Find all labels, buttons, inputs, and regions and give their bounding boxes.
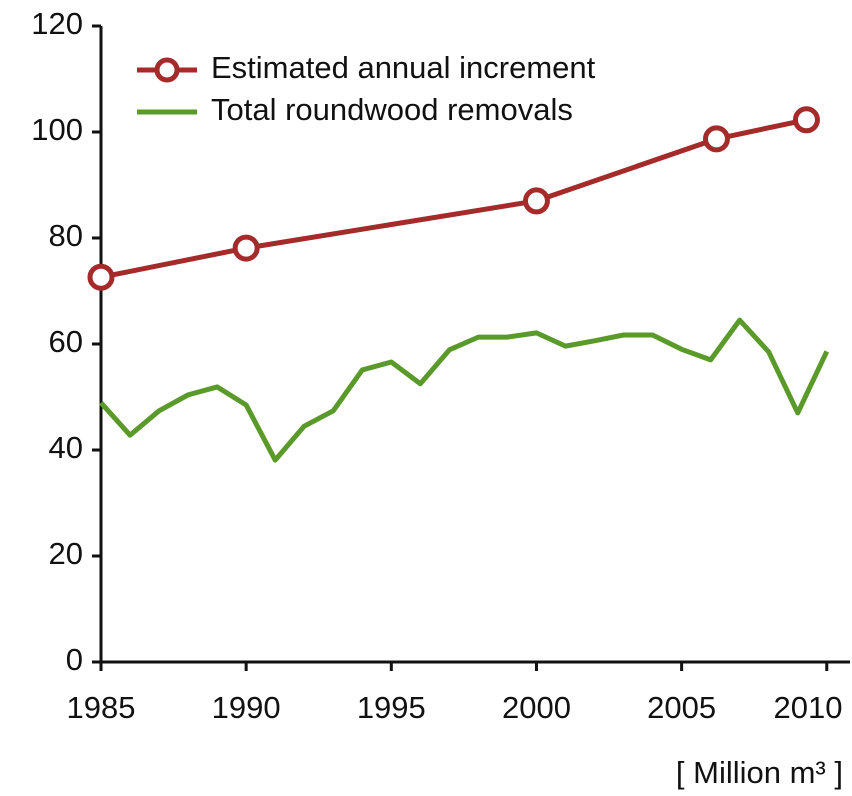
y-tick-label: 60 xyxy=(49,324,83,359)
x-tick-label: 2000 xyxy=(502,690,571,725)
marker xyxy=(522,187,550,215)
marker xyxy=(87,263,115,291)
x-tick-label: 2010 xyxy=(774,690,843,725)
marker xyxy=(792,106,820,134)
x-tick-label: 1990 xyxy=(212,690,281,725)
x-tick-label: 2005 xyxy=(647,690,716,725)
x-tick-label: 1985 xyxy=(67,690,136,725)
y-tick-label: 40 xyxy=(49,430,83,465)
x-tick-label: 1995 xyxy=(357,690,426,725)
legend-marker xyxy=(154,57,180,83)
y-tick-label: 20 xyxy=(49,536,83,571)
y-tick-label: 0 xyxy=(66,642,83,677)
legend-label: Estimated annual increment xyxy=(211,50,596,85)
marker xyxy=(702,125,730,153)
y-tick-label: 80 xyxy=(49,218,83,253)
line xyxy=(99,317,830,463)
y-tick-label: 100 xyxy=(31,112,83,147)
marker xyxy=(232,234,260,262)
unit-label: [ Million m³ ] xyxy=(676,755,843,790)
line xyxy=(100,117,807,280)
y-tick-label: 120 xyxy=(31,6,83,41)
legend-label: Total roundwood removals xyxy=(211,92,573,127)
